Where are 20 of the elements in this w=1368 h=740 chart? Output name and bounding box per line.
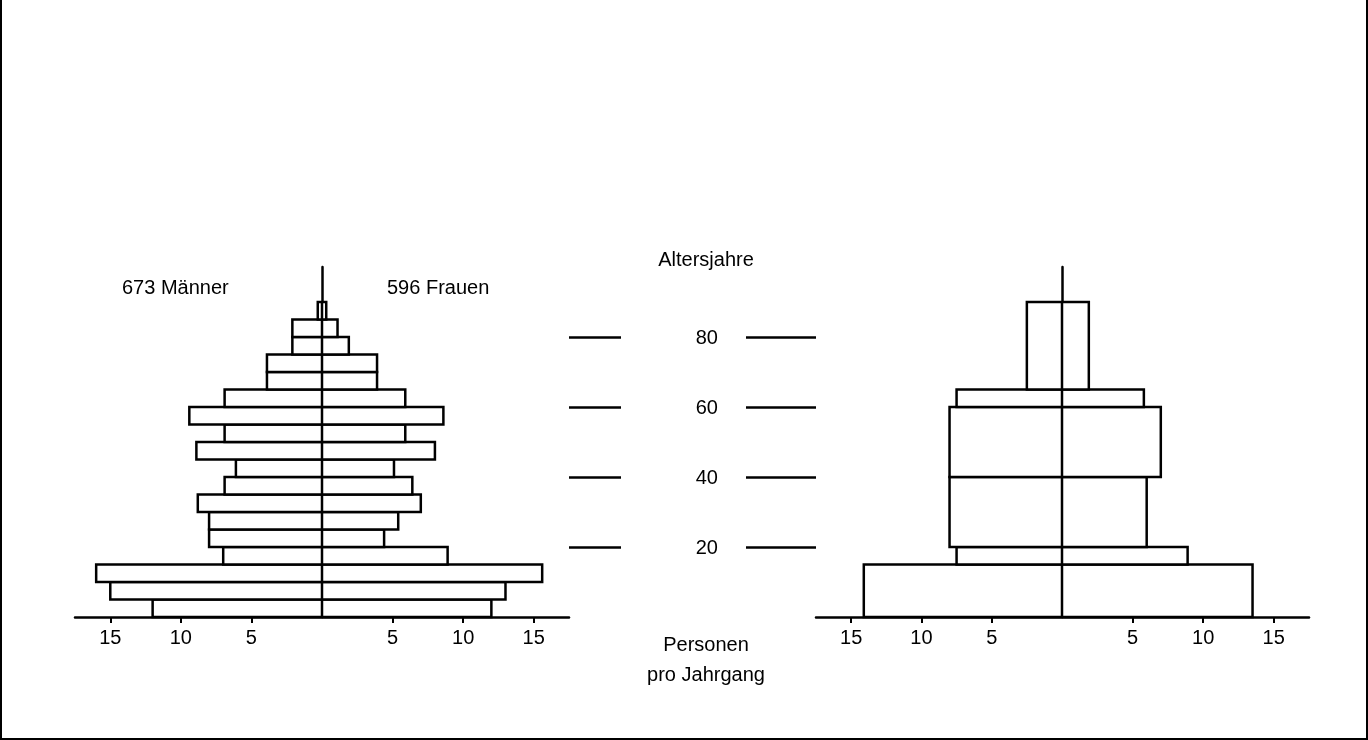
y-tick-label: 20 (695, 536, 718, 558)
x-tick-label: 5 (387, 626, 399, 648)
x-tick-label: 15 (522, 626, 545, 648)
y-tick-label: 80 (695, 326, 718, 348)
x-tick-label: 5 (245, 626, 257, 648)
y-tick-label: 60 (695, 396, 718, 418)
x-tick-label: 5 (1127, 626, 1139, 648)
x-tick-label: 5 (986, 626, 998, 648)
x-tick-label: 15 (99, 626, 122, 648)
chart-title: 596 Frauen (387, 276, 490, 298)
x-axis-title: Personen pro Jahrgang (647, 633, 765, 685)
x-tick-label: 15 (1262, 626, 1285, 648)
x-tick-label: 10 (910, 626, 933, 648)
x-tick-label: 10 (1192, 626, 1215, 648)
x-tick-label: 10 (169, 626, 192, 648)
chart-title: 673 Männer (122, 276, 230, 298)
y-tick-label: 40 (695, 466, 718, 488)
x-tick-label: 10 (452, 626, 475, 648)
y-axis-title: Altersjahre (658, 248, 754, 270)
x-tick-label: 15 (840, 626, 863, 648)
